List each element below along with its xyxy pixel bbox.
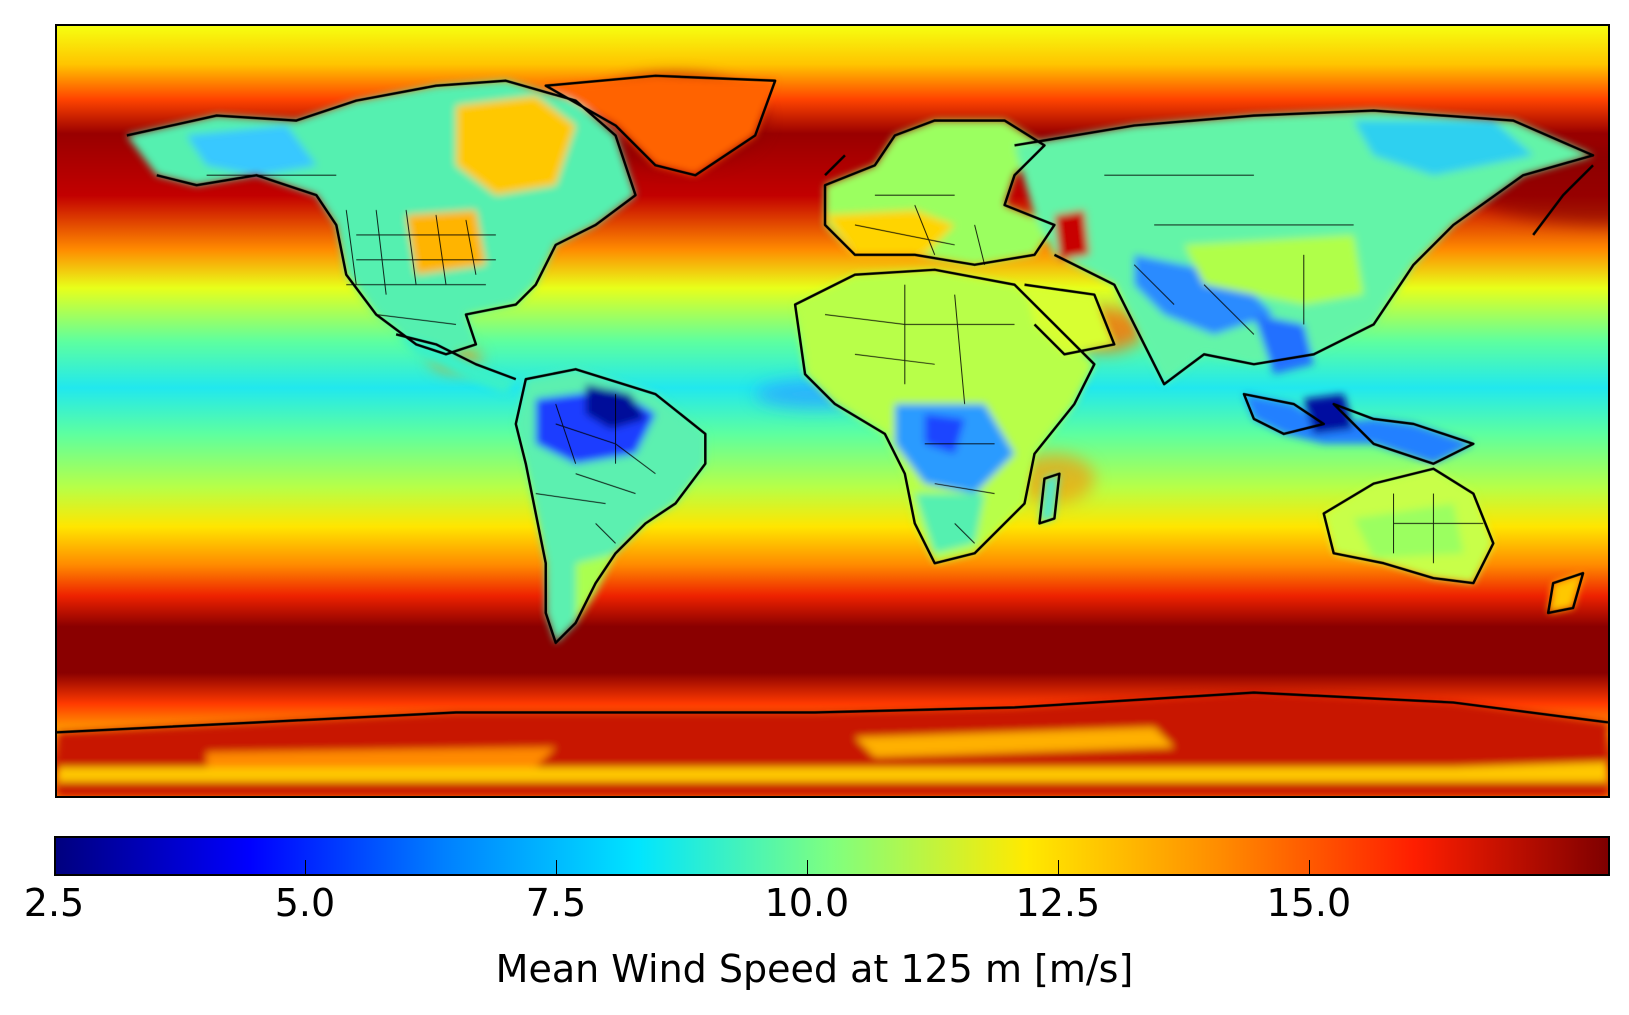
coastlines (57, 74, 1608, 734)
country-borders (206, 174, 1484, 564)
colorbar-tick-label: 7.5 (525, 881, 587, 925)
colorbar-tick-mark (304, 860, 306, 874)
colorbar-tick-mark (1308, 860, 1310, 874)
colorbar-tick-label: 15.0 (1266, 881, 1352, 925)
colorbar-tick-mark (806, 860, 808, 874)
colorbar-tick-label: 10.0 (764, 881, 850, 925)
wind-speed-map (55, 24, 1610, 798)
colorbar-tick-mark (555, 860, 557, 874)
land-areas (57, 75, 1608, 796)
colorbar (54, 836, 1610, 876)
colorbar-tick-label: 2.5 (23, 881, 85, 925)
colorbar-tick-label: 12.5 (1015, 881, 1101, 925)
map-canvas (57, 26, 1608, 796)
colorbar-tick-mark (1057, 860, 1059, 874)
colorbar-tick-label: 5.0 (274, 881, 336, 925)
colorbar-label: Mean Wind Speed at 125 m [m/s] (495, 947, 1134, 991)
